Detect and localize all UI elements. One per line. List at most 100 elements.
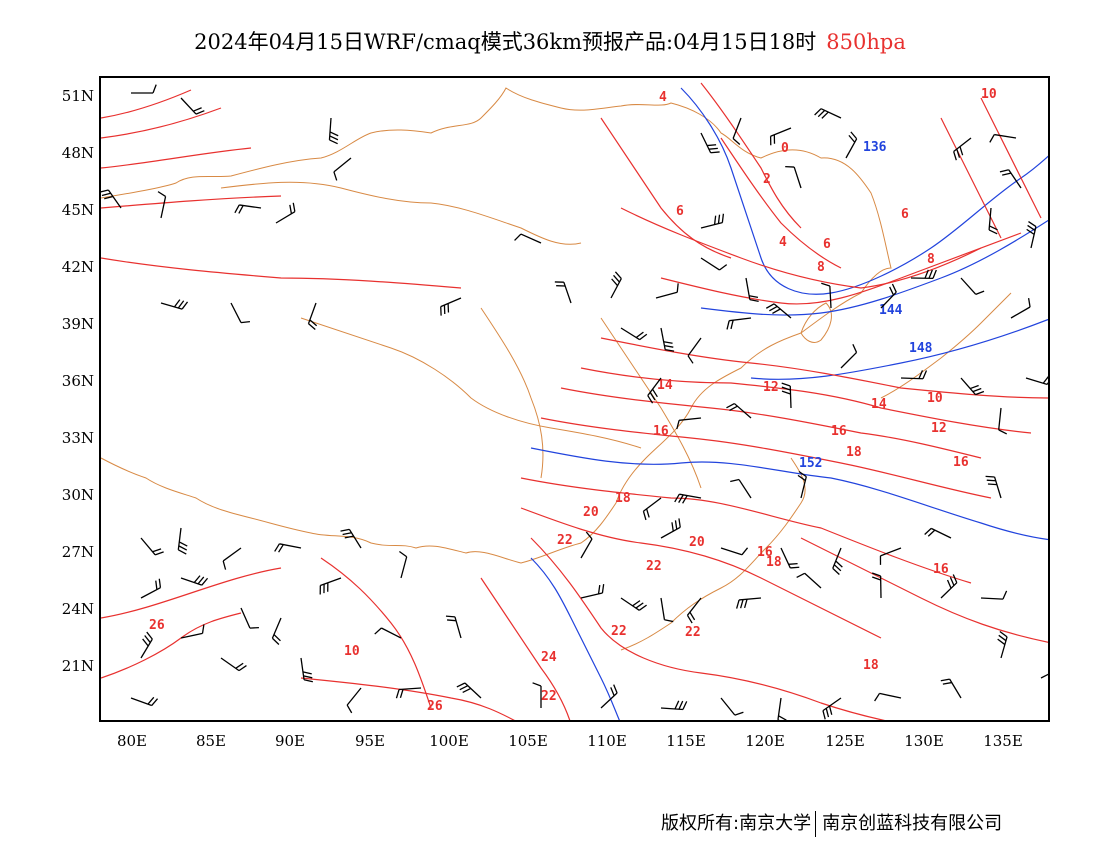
wind-barb (980, 597, 1004, 600)
wind-barb-feather (682, 701, 688, 710)
wind-barb-feather (891, 283, 897, 293)
wind-barb-feather (922, 370, 928, 380)
wind-barb (300, 657, 305, 680)
wind-barb (720, 697, 736, 716)
wind-barb-feather (178, 541, 188, 547)
country-borders (101, 87, 1012, 651)
temp-contour-nw-5 (101, 257, 462, 289)
wind-barb-feather (765, 303, 775, 309)
wind-barb-feather (676, 420, 680, 430)
height-label: 144 (879, 303, 903, 318)
wind-barb (222, 547, 242, 562)
wind-barb-feather (942, 681, 952, 685)
wind-barb-feather (632, 600, 641, 607)
copyright-footer: 版权所有:南京大学 南京创蓝科技有限公司 (661, 809, 1002, 837)
wind-barb-feather (613, 684, 618, 694)
wind-barb-feather (292, 202, 296, 212)
wind-barb-feather (686, 614, 693, 624)
wind-barb-feather (769, 305, 778, 312)
lon-label: 100E (429, 732, 469, 750)
wind-barb (732, 117, 742, 139)
wind-barb (739, 597, 762, 601)
wind-barb (563, 281, 572, 304)
inner-provinces (300, 317, 642, 449)
wind-barb (829, 285, 832, 309)
wind-barb-feather (456, 682, 466, 688)
wind-barb (454, 616, 462, 639)
wind-barb-feather (152, 84, 157, 94)
wind-barb-feather (674, 493, 680, 503)
wind-barb-feather (932, 269, 937, 279)
wind-barb-feather (1046, 382, 1048, 385)
wind-barb-feather (940, 678, 950, 682)
wind-barb-feather (736, 599, 740, 609)
lon-label: 110E (587, 732, 627, 750)
temp-label: 16 (653, 424, 669, 439)
wind-barb-feather (790, 566, 800, 569)
wind-barb-feather (721, 213, 725, 223)
temp-contour-center (320, 557, 432, 709)
wind-barb-feather (848, 134, 856, 143)
lat-label: 42N (61, 258, 94, 276)
temp-label: 8 (927, 252, 935, 267)
wind-barb-feather (726, 320, 730, 330)
wind-barb-feather (601, 584, 605, 594)
wind-barb-feather (987, 483, 997, 486)
wind-barb-feather (147, 696, 155, 705)
wind-barb-feather (289, 204, 293, 214)
wind-barb (333, 157, 352, 173)
wind-barbs (101, 84, 1048, 720)
wind-barb-feather (730, 320, 734, 330)
wind-barb-feather (235, 662, 244, 669)
lon-label: 80E (116, 732, 148, 750)
wind-barb (620, 327, 641, 341)
wind-barb (700, 257, 720, 271)
wind-barb-feather (781, 390, 791, 395)
temp-contour-26-w (101, 567, 282, 619)
wind-barb-feather (975, 290, 985, 295)
temp-contour-12 (580, 367, 1032, 434)
wind-barb-feather (278, 544, 284, 553)
temp-contour-14 (560, 387, 982, 459)
wind-barb-feather (796, 572, 805, 578)
height-contour-152 (530, 447, 1048, 541)
temp-label: 6 (676, 204, 684, 219)
wind-barb-feather (101, 192, 111, 197)
wind-barb-feather (956, 148, 961, 158)
lat-label: 24N (61, 600, 94, 618)
wind-barb-feather (462, 687, 472, 694)
temp-label: 18 (615, 491, 631, 506)
wind-barb-feather (952, 574, 958, 583)
wind-barb-feather (303, 675, 313, 679)
wind-barb-feather (329, 135, 339, 141)
wind-barb-feather (274, 543, 280, 552)
wind-barb (949, 678, 962, 699)
temp-contour-24 (480, 577, 571, 720)
wind-barb-feather (1042, 376, 1048, 384)
lat-label: 45N (61, 201, 94, 219)
wind-barb (738, 479, 752, 499)
wind-barb-feather (828, 705, 833, 715)
wind-barb (275, 211, 296, 224)
temp-contour-0 (700, 82, 802, 229)
wind-barb-feather (959, 146, 964, 156)
wind-barb-feather (817, 109, 826, 118)
temperature-labels: 4 0 2 6 4 6 8 6 8 10 14 12 14 10 12 16 1… (149, 87, 997, 714)
wind-barb-feather (924, 269, 929, 279)
wind-barb-feather (850, 131, 858, 140)
lon-label: 105E (508, 732, 548, 750)
wind-barb-feather (949, 576, 955, 586)
map-title: 2024年04月15日WRF/cmaq模式36km预报产品:04月15日18时 8… (0, 26, 1100, 56)
wind-barb-feather (678, 700, 684, 710)
wind-barb-feather (988, 229, 998, 235)
temp-label: 22 (685, 625, 701, 640)
temp-label: 14 (871, 397, 887, 412)
wind-barb (660, 597, 666, 620)
lon-label: 125E (825, 732, 865, 750)
temp-label: 18 (766, 555, 782, 570)
wind-barb (770, 127, 792, 137)
wind-barb (994, 133, 1017, 139)
temp-label: 22 (611, 624, 627, 639)
wind-barb-feather (647, 395, 654, 404)
temp-contour-18 (520, 477, 972, 584)
